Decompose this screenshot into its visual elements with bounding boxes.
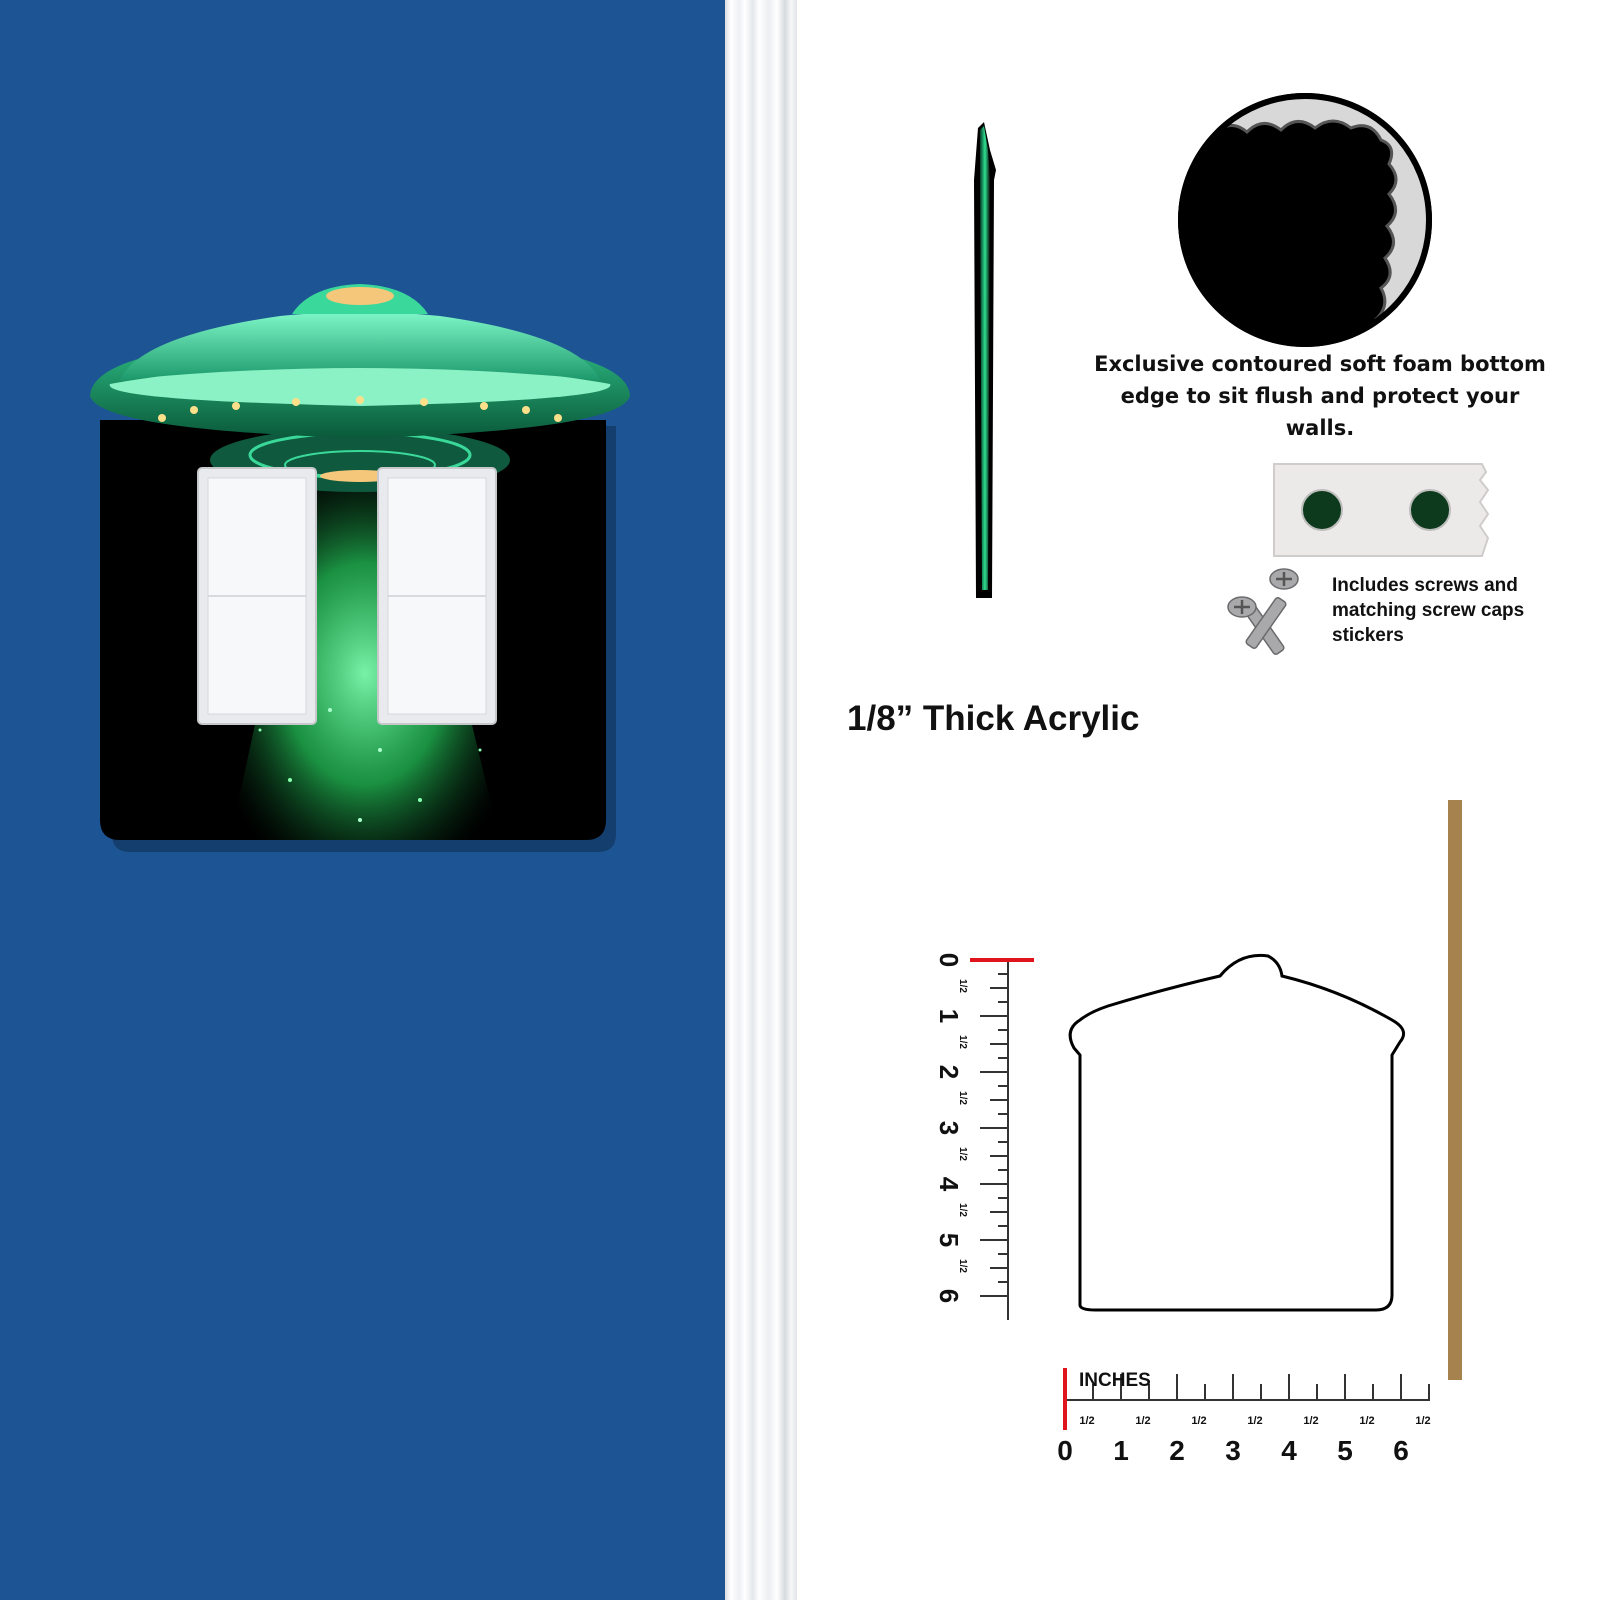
ruler-number: 4 [1281, 1435, 1297, 1466]
ruler-half-label: 1/2 [1415, 1415, 1430, 1427]
ruler-half-label: 1/2 [1135, 1415, 1150, 1427]
size-diagram: 01/211/221/231/241/251/26 01/211/221/231… [934, 800, 1462, 1466]
screws-icon [1227, 568, 1299, 655]
ruler-number: 3 [934, 1121, 964, 1135]
ruler-number: 6 [934, 1289, 964, 1303]
ruler-half-label: 1/2 [1359, 1415, 1374, 1427]
door-trim-molding [725, 0, 797, 1600]
ruler-number: 1 [1113, 1435, 1129, 1466]
ruler-number: 1 [934, 1009, 964, 1023]
ruler-number: 2 [1169, 1435, 1185, 1466]
screw-cap-stickers-icon [1273, 463, 1490, 557]
screws-caption: Includes screws and matching screw caps … [1332, 575, 1525, 646]
ruler-number: 0 [934, 953, 964, 967]
ruler-half-label: 1/2 [957, 1091, 968, 1105]
ruler-number: 5 [934, 1233, 964, 1247]
ruler-half-label: 1/2 [957, 1147, 968, 1161]
ruler-number: 2 [934, 1065, 964, 1079]
ruler-half-label: 1/2 [1191, 1415, 1206, 1427]
ruler-half-label: 1/2 [957, 1259, 968, 1273]
ruler-number: 4 [934, 1177, 964, 1192]
ruler-half-label: 1/2 [957, 979, 968, 993]
ruler-half-label: 1/2 [957, 1035, 968, 1049]
ruler-half-label: 1/2 [1303, 1415, 1318, 1427]
ruler-number: 5 [1337, 1435, 1353, 1466]
ruler-half-label: 1/2 [1247, 1415, 1262, 1427]
foam-edge-closeup-icon [1178, 93, 1432, 347]
ruler-number: 0 [1057, 1435, 1073, 1466]
wall-plate-outline [1068, 953, 1406, 1312]
ruler-half-label: 1/2 [1079, 1415, 1094, 1427]
ruler-half-label: 1/2 [957, 1203, 968, 1217]
ruler-number: 3 [1225, 1435, 1241, 1466]
ruler-unit-label: INCHES [1079, 1370, 1151, 1391]
wood-edge-bar [1448, 800, 1462, 1380]
ruler-number: 6 [1393, 1435, 1409, 1466]
acrylic-side-profile [974, 122, 996, 598]
thickness-label: 1/8” Thick Acrylic [847, 699, 1140, 738]
ufo-switch-plate-photo [90, 284, 630, 852]
foam-edge-caption: Exclusive contoured soft foam bottom edg… [1094, 352, 1546, 440]
